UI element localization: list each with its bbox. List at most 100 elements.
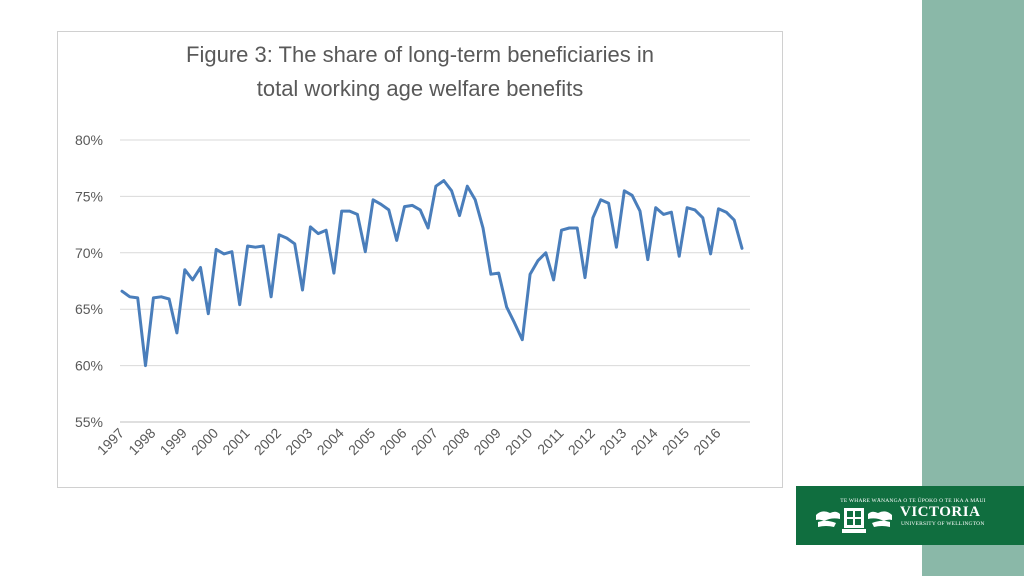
data-point [474,198,477,201]
university-logo: TE WHARE WĀNANGA O TE ŪPOKO O TE IKA A M… [796,486,1024,545]
y-tick-label: 55% [75,414,103,430]
x-tick-label: 2006 [376,425,409,458]
data-point [591,216,595,219]
x-tick-label: 2016 [690,425,723,458]
crest-icon [816,508,892,533]
data-point [717,207,720,210]
data-point [293,242,296,245]
chart-title: Figure 3: The share of long-term benefic… [57,38,783,106]
logo-motto: TE WHARE WĀNANGA O TE ŪPOKO O TE IKA A M… [840,498,986,504]
data-point [458,214,461,217]
x-tick-label: 2008 [439,425,472,458]
x-tick-label: 2009 [470,425,503,458]
data-point [364,250,367,253]
data-point [685,206,689,209]
data-point [426,226,430,230]
x-tick-label: 2012 [565,425,598,458]
data-point [128,295,131,298]
y-tick-label: 70% [75,245,103,261]
data-point [332,271,336,275]
data-point [678,255,681,258]
data-point [489,273,493,276]
x-tick-label: 1999 [157,425,190,458]
x-tick-label: 2013 [596,425,629,458]
x-tick-label: 2014 [627,425,660,458]
data-point [450,189,453,192]
data-point [709,252,712,256]
data-point [583,276,587,279]
data-point [371,198,375,201]
y-tick-label: 80% [75,132,103,148]
logo-subtitle: UNIVERSITY OF WELLINGTON [901,521,985,527]
data-point [356,213,359,216]
data-point [324,229,328,232]
data-point [521,338,524,341]
x-tick-label: 2011 [534,425,567,458]
series-line [120,179,744,368]
data-point [254,246,257,249]
data-point [576,226,579,230]
data-point [544,251,547,254]
data-point [623,189,626,192]
x-tick-label: 1998 [125,425,158,458]
data-point [466,185,469,188]
data-point [536,259,540,262]
data-point [662,213,665,216]
data-point [419,208,422,212]
data-point [167,297,171,301]
logo-name: VICTORIA [900,504,981,520]
data-point [560,229,563,232]
x-tick-label: 2001 [219,425,252,458]
data-point [120,290,124,293]
x-tick-label: 2007 [408,425,441,458]
data-point [285,236,288,240]
y-tick-label: 65% [75,301,103,317]
data-point [387,208,390,212]
data-point [740,247,744,250]
data-point [615,246,618,249]
data-point [701,216,704,219]
data-point [505,305,508,309]
data-point [348,209,351,213]
x-tick-label: 2003 [282,425,315,458]
x-tick-label: 2002 [251,425,284,458]
x-tick-label: 2000 [188,425,221,458]
data-point [183,268,186,271]
data-point [175,331,179,335]
chart-title-line-1: Figure 3: The share of long-term benefic… [186,42,654,67]
data-point [317,232,320,235]
data-point [230,250,234,253]
data-point [725,211,728,214]
data-point [277,233,281,236]
data-point [246,244,249,248]
data-point [152,296,155,300]
data-point [144,364,147,367]
data-point [269,295,273,298]
data-point [528,273,532,276]
data-point [379,203,383,206]
x-tick-label: 2015 [659,425,692,458]
data-point [215,248,218,251]
data-point [693,208,697,212]
data-point [568,226,571,230]
data-point [733,218,736,222]
data-point [654,206,657,209]
data-point [191,278,194,282]
data-point [481,226,485,230]
data-point [403,205,406,208]
data-point [395,239,398,242]
data-point [301,288,304,292]
data-point [309,225,312,229]
data-point [552,278,555,282]
data-point [222,252,226,256]
data-point [262,244,265,248]
data-point [136,296,139,300]
chart-title-line-2: total working age welfare benefits [256,76,584,101]
x-tick-label: 2004 [314,425,347,458]
data-point [670,211,673,214]
data-point [238,303,241,306]
data-point [638,209,642,213]
data-point [646,258,649,261]
data-point [497,271,500,275]
